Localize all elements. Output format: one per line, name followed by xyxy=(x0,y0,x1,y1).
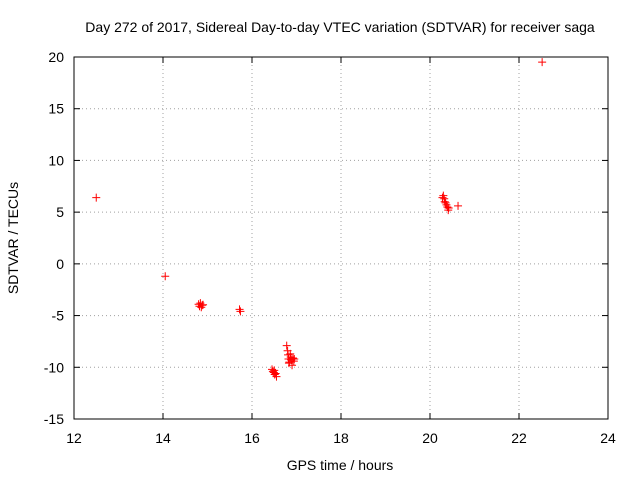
y-tick-label: 5 xyxy=(56,204,64,220)
data-point xyxy=(444,204,453,213)
x-tick-label: 14 xyxy=(155,430,171,446)
data-point xyxy=(282,341,291,350)
y-tick-label: 0 xyxy=(56,256,64,272)
data-point xyxy=(438,193,447,202)
y-axis-label: SDTVAR / TECUs xyxy=(5,182,21,294)
data-point xyxy=(92,193,101,202)
data-point xyxy=(235,305,244,314)
data-point xyxy=(161,272,170,281)
y-tick-label: -15 xyxy=(44,411,64,427)
gridlines xyxy=(74,57,608,419)
y-tick-label: -5 xyxy=(52,308,65,324)
x-tick-label: 20 xyxy=(422,430,438,446)
x-tick-label: 22 xyxy=(511,430,527,446)
chart-title: Day 272 of 2017, Sidereal Day-to-day VTE… xyxy=(85,19,595,35)
y-tick-label: 20 xyxy=(48,49,64,65)
data-point xyxy=(454,201,463,210)
y-tick-label: -10 xyxy=(44,359,64,375)
x-tick-label: 24 xyxy=(600,430,616,446)
data-point xyxy=(272,372,281,381)
x-tick-label: 12 xyxy=(66,430,82,446)
x-axis-label: GPS time / hours xyxy=(287,457,394,473)
data-point xyxy=(270,370,279,379)
x-tick-label: 16 xyxy=(244,430,260,446)
data-point xyxy=(441,198,450,207)
data-point xyxy=(236,307,245,316)
axis-ticks: 12 14 16 18 20 22 24 -15 -10 -5 0 5 10 15 20 xyxy=(44,49,616,446)
data-point xyxy=(538,58,547,67)
data-point xyxy=(199,300,208,309)
data-point xyxy=(290,355,299,364)
x-tick-label: 18 xyxy=(333,430,349,446)
data-point xyxy=(198,301,207,310)
y-tick-label: 10 xyxy=(48,152,64,168)
y-tick-label: 15 xyxy=(48,101,64,117)
data-point xyxy=(288,361,297,370)
data-points xyxy=(92,58,547,381)
